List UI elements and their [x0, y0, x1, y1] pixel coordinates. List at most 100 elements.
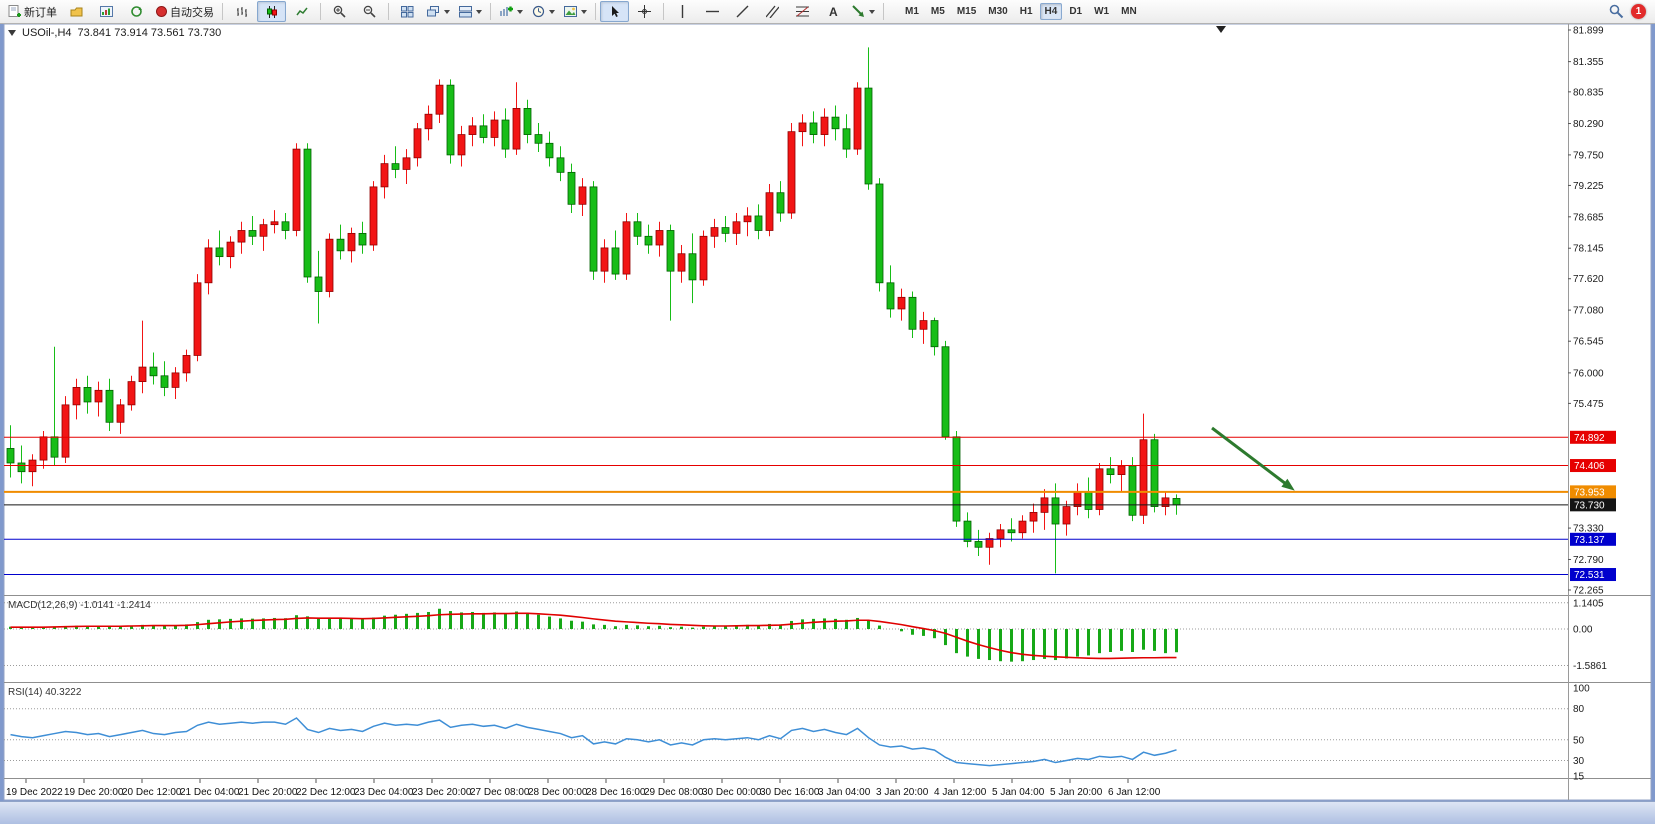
- arrange-windows-button[interactable]: [455, 1, 486, 22]
- price-badge: [1570, 568, 1616, 582]
- tile-windows-button[interactable]: [393, 1, 422, 22]
- timeframe-group: M1 M5 M15 M30 H1 H4 D1 W1 MN: [900, 3, 1142, 20]
- rsi-label: RSI(14) 40.3222: [8, 687, 81, 698]
- price-lines-layer[interactable]: 74.892 74.406 73.953 73.730 73.137 72.531: [4, 430, 1616, 582]
- trendline-tool-button[interactable]: [728, 1, 757, 22]
- svg-text:73.953: 73.953: [1574, 487, 1605, 498]
- notification-badge[interactable]: 1: [1631, 4, 1646, 19]
- bar-chart-mode-button[interactable]: [227, 1, 256, 22]
- toolbar-separator: [490, 3, 491, 20]
- new-order-icon: [8, 5, 21, 17]
- svg-text:21 Dec 20:00: 21 Dec 20:00: [238, 787, 298, 798]
- candle-body: [39, 436, 48, 461]
- svg-text:80.290: 80.290: [1573, 119, 1604, 130]
- cursor-tool-button[interactable]: [600, 1, 629, 22]
- timeframe-d1[interactable]: D1: [1069, 6, 1083, 17]
- candle-body: [468, 125, 477, 135]
- arrow-annotation[interactable]: [1211, 426, 1287, 486]
- candle-body: [941, 346, 950, 438]
- toolbar-separator: [595, 3, 596, 20]
- line-chart-icon: [295, 7, 308, 15]
- svg-text:22 Dec 12:00: 22 Dec 12:00: [296, 787, 356, 798]
- new-order-button[interactable]: 新订单: [4, 1, 61, 22]
- candle-body: [666, 230, 675, 272]
- svg-text:30: 30: [1573, 756, 1585, 767]
- horizontal-line-tool-button[interactable]: [698, 1, 727, 22]
- text-icon: A: [829, 5, 838, 18]
- timeframe-h4[interactable]: H4: [1039, 3, 1063, 20]
- window-bottom-frame: [0, 801, 1655, 824]
- line-chart-mode-button[interactable]: [287, 1, 316, 22]
- svg-text:28 Dec 00:00: 28 Dec 00:00: [528, 787, 588, 798]
- trendline-icon: [736, 5, 749, 18]
- one-click-trading-toggle[interactable]: [8, 30, 16, 36]
- timeframe-m30[interactable]: M30: [988, 6, 1008, 17]
- candle-body: [600, 247, 609, 272]
- crosshair-icon: [638, 5, 651, 18]
- arrows-tool-button[interactable]: [848, 1, 879, 22]
- candle-body: [996, 529, 1005, 539]
- svg-text:50: 50: [1573, 735, 1585, 746]
- candle-body: [985, 538, 994, 548]
- candle-body: [809, 122, 818, 135]
- candle-body: [534, 134, 543, 144]
- indicators-button[interactable]: [495, 1, 527, 22]
- tile-windows-icon: [401, 5, 414, 17]
- dropdown-caret-icon: [869, 9, 875, 14]
- periods-button[interactable]: [528, 1, 559, 22]
- zoom-out-button[interactable]: [355, 1, 384, 22]
- candle-body: [908, 296, 917, 330]
- zoom-in-button[interactable]: [325, 1, 354, 22]
- autotrading-label: 自动交易: [170, 6, 214, 19]
- favorites-button[interactable]: [62, 1, 91, 22]
- candlestick-icon: [266, 5, 277, 18]
- text-tool-button[interactable]: A: [818, 1, 847, 22]
- svg-text:29 Dec 08:00: 29 Dec 08:00: [644, 787, 704, 798]
- svg-text:0.00: 0.00: [1573, 625, 1593, 636]
- chart-shift-marker[interactable]: [1216, 26, 1226, 33]
- fibonacci-tool-button[interactable]: [788, 1, 817, 22]
- channel-tool-button[interactable]: [758, 1, 787, 22]
- search-icon[interactable]: [1609, 4, 1624, 19]
- svg-text:5 Jan 04:00: 5 Jan 04:00: [992, 787, 1045, 798]
- refresh-button[interactable]: [122, 1, 151, 22]
- svg-text:80: 80: [1573, 704, 1585, 715]
- price-badge: [1570, 430, 1616, 444]
- timeframe-w1[interactable]: W1: [1094, 6, 1110, 17]
- candle-body: [193, 282, 202, 356]
- svg-text:27 Dec 08:00: 27 Dec 08:00: [470, 787, 530, 798]
- cascade-windows-button[interactable]: [423, 1, 454, 22]
- price-badge: [1570, 498, 1616, 512]
- vertical-line-tool-button[interactable]: [668, 1, 697, 22]
- templates-button[interactable]: [560, 1, 591, 22]
- autotrading-button[interactable]: 自动交易: [152, 1, 218, 22]
- candle-body: [105, 389, 114, 423]
- candle-body: [94, 389, 103, 403]
- candle-body: [303, 148, 312, 278]
- indicators-icon: [500, 6, 513, 16]
- timeframe-m15[interactable]: M15: [956, 6, 977, 17]
- timeframe-m5[interactable]: M5: [930, 6, 945, 17]
- candle-body: [204, 247, 213, 284]
- market-watch-button[interactable]: [92, 1, 121, 22]
- template-icon: [564, 5, 577, 17]
- crosshair-tool-button[interactable]: [630, 1, 659, 22]
- price-axis[interactable]: 81.899 81.355 80.835 80.290 79.750 79.225 78.6…: [1568, 26, 1604, 597]
- rsi-line: [10, 717, 1177, 767]
- candle-body: [1095, 468, 1104, 510]
- timeframe-m1[interactable]: M1: [905, 6, 919, 17]
- toolbar-separator: [388, 3, 389, 20]
- svg-text:30 Dec 16:00: 30 Dec 16:00: [760, 787, 820, 798]
- timeframe-mn[interactable]: MN: [1121, 6, 1137, 17]
- candle-body: [347, 232, 356, 252]
- timeframe-h1[interactable]: H1: [1019, 6, 1033, 17]
- candlestick-mode-button[interactable]: [257, 1, 286, 22]
- svg-text:19 Dec 2022: 19 Dec 2022: [6, 787, 63, 798]
- svg-text:81.899: 81.899: [1573, 26, 1604, 37]
- candle-body: [1161, 497, 1170, 507]
- cursor-icon: [611, 6, 619, 17]
- candle-body: [589, 186, 598, 272]
- chart-symbol-header: USOil-,H4 73.841 73.914 73.561 73.730: [8, 27, 221, 39]
